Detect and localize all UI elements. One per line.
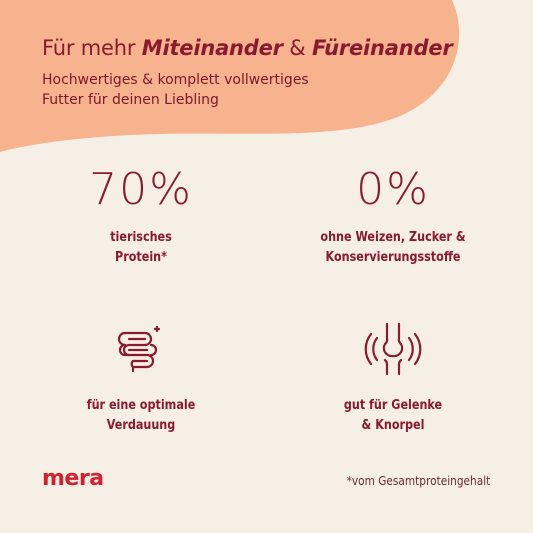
- headline-part: Für mehr: [42, 36, 142, 60]
- protein-caption-line-2: Protein*: [115, 250, 167, 265]
- joint-icon: [278, 320, 508, 378]
- protein-caption: tierisches Protein*: [42, 228, 240, 268]
- mera-logo: mera: [42, 466, 104, 491]
- joints-caption-line-2: & Knorpel: [361, 418, 425, 433]
- digestion-caption: für eine optimale Verdauung: [42, 396, 240, 436]
- peach-background-shape: [0, 0, 460, 152]
- free-from-caption-line-2: Konservierungsstoffe: [325, 250, 461, 265]
- intestine-icon: [26, 320, 256, 378]
- headline-emphasis-miteinander: Miteinander: [141, 36, 283, 60]
- protein-percentage: 70%: [89, 164, 193, 215]
- footnote: *vom Gesamtproteingehalt: [346, 474, 490, 488]
- headline-emphasis-fuereinander: Füreinander: [311, 36, 453, 60]
- digestion-caption-line-2: Verdauung: [106, 418, 176, 433]
- subheadline-line-1: Hochwertiges & komplett vollwertiges: [42, 72, 309, 88]
- feature-free-from: 0% ohne Weizen, Zucker & Konservierungss…: [278, 166, 508, 268]
- feature-protein: 70% tierisches Protein*: [26, 166, 256, 268]
- headline-ampersand: &: [282, 36, 312, 60]
- free-from-percentage: 0%: [356, 164, 430, 215]
- digestion-caption-line-1: für eine optimale: [86, 398, 196, 413]
- headline: Für mehr Miteinander & Füreinander: [42, 36, 512, 60]
- joints-caption: gut für Gelenke & Knorpel: [294, 396, 492, 436]
- subheadline-line-2: Futter für deinen Liebling: [42, 92, 219, 108]
- feature-joints: gut für Gelenke & Knorpel: [278, 320, 508, 436]
- free-from-caption-line-1: ohne Weizen, Zucker &: [320, 230, 466, 245]
- joints-caption-line-1: gut für Gelenke: [343, 398, 443, 413]
- protein-caption-line-1: tierisches: [110, 230, 172, 245]
- feature-digestion: für eine optimale Verdauung: [26, 320, 256, 436]
- header: Für mehr Miteinander & Füreinander Hochw…: [42, 36, 512, 110]
- subheadline: Hochwertiges & komplett vollwertiges Fut…: [42, 70, 512, 110]
- free-from-caption: ohne Weizen, Zucker & Konservierungsstof…: [294, 228, 492, 268]
